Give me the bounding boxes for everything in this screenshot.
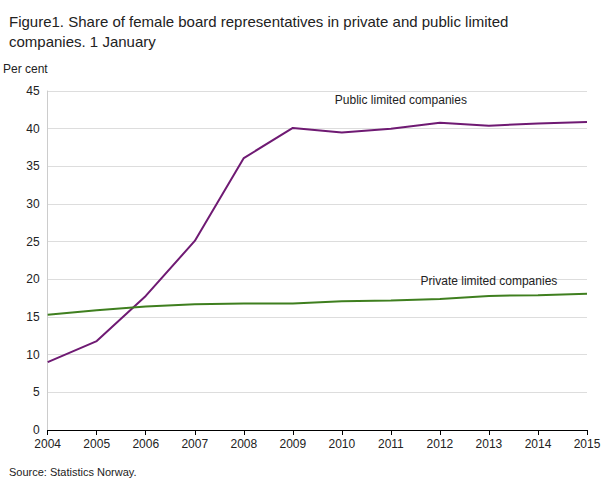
- svg-text:companies. 1 January: companies. 1 January: [9, 33, 156, 50]
- svg-text:20: 20: [26, 272, 40, 286]
- svg-text:25: 25: [26, 235, 40, 249]
- svg-text:2007: 2007: [181, 437, 208, 451]
- svg-text:2004: 2004: [34, 437, 61, 451]
- svg-text:30: 30: [26, 197, 40, 211]
- svg-text:0: 0: [33, 423, 40, 437]
- svg-text:Figure1. Share of female board: Figure1. Share of female board represent…: [9, 13, 513, 30]
- svg-text:45: 45: [26, 84, 40, 98]
- svg-text:2009: 2009: [279, 437, 306, 451]
- svg-text:10: 10: [26, 348, 40, 362]
- svg-text:2012: 2012: [427, 437, 454, 451]
- svg-text:2008: 2008: [230, 437, 257, 451]
- svg-text:2013: 2013: [476, 437, 503, 451]
- svg-text:Public limited companies: Public limited companies: [335, 93, 467, 107]
- svg-text:2005: 2005: [83, 437, 110, 451]
- svg-text:2015: 2015: [574, 437, 601, 451]
- svg-text:2010: 2010: [329, 437, 356, 451]
- svg-text:Per cent: Per cent: [3, 62, 48, 76]
- svg-text:2011: 2011: [378, 437, 404, 451]
- svg-text:5: 5: [33, 385, 40, 399]
- svg-text:Source: Statistics Norway.: Source: Statistics Norway.: [9, 466, 137, 478]
- svg-text:2006: 2006: [132, 437, 159, 451]
- svg-text:Private limited companies: Private limited companies: [421, 274, 558, 288]
- svg-text:15: 15: [26, 310, 40, 324]
- svg-text:35: 35: [26, 159, 40, 173]
- svg-text:40: 40: [26, 122, 40, 136]
- svg-text:2014: 2014: [525, 437, 552, 451]
